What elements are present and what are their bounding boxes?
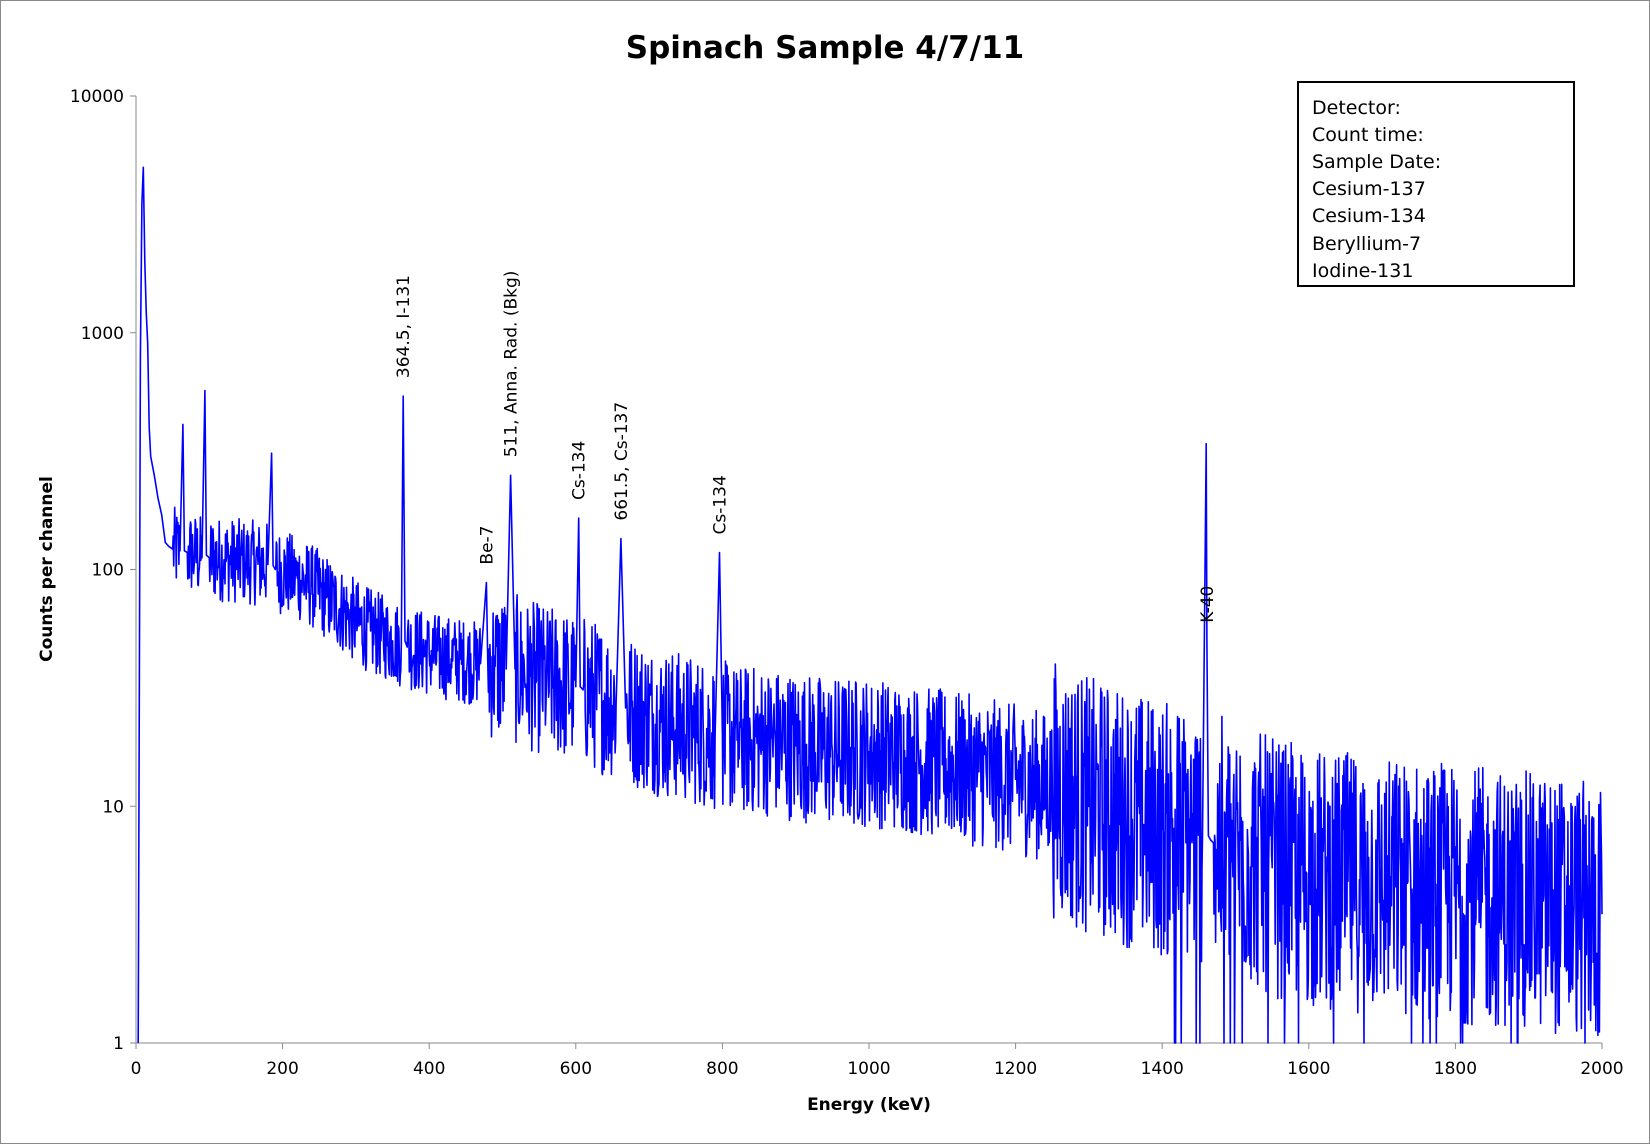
legend-line-beryllium-7: Beryllium-7	[1312, 233, 1421, 255]
chart-title: Spinach Sample 4/7/11	[626, 30, 1024, 66]
legend-line-cesium-137: Cesium-137	[1312, 178, 1426, 200]
y-tick-label: 1	[113, 1034, 124, 1054]
x-axis-title: Energy (keV)	[807, 1095, 931, 1115]
peak-label: 661.5, Cs-137	[612, 402, 632, 521]
legend-line-sample-date: Sample Date:	[1312, 151, 1441, 173]
x-tick-label: 0	[131, 1059, 142, 1079]
legend-box: Detector: Count time: Sample Date: Cesiu…	[1297, 81, 1575, 287]
x-tick-label: 1000	[847, 1059, 890, 1079]
x-axis-ticks: 0 200 400 600 800 1000 1200 1400 1600 1800 2000	[131, 1043, 1624, 1079]
x-tick-label: 2000	[1580, 1059, 1623, 1079]
peak-label: 364.5, I-131	[394, 275, 414, 378]
legend-line-cesium-134: Cesium-134	[1312, 205, 1426, 227]
x-tick-label: 200	[266, 1059, 298, 1079]
legend-line-iodine-131: Iodine-131	[1312, 260, 1413, 282]
y-axis-ticks: 1 10 100 1000 10000	[70, 87, 136, 1054]
legend-border	[1297, 81, 1575, 287]
y-tick-label: 10000	[70, 87, 124, 107]
legend-line-count-time: Count time:	[1312, 124, 1424, 146]
x-tick-label: 600	[560, 1059, 592, 1079]
series-layer	[137, 166, 1603, 1044]
x-tick-label: 800	[706, 1059, 738, 1079]
y-tick-label: 1000	[81, 324, 124, 344]
x-tick-label: 400	[413, 1059, 445, 1079]
peak-label: 511, Anna. Rad. (Bkg)	[502, 271, 522, 458]
peak-annotations: 364.5, I-131 Be-7 511, Anna. Rad. (Bkg) Cs-…	[394, 271, 1218, 623]
peak-label: Be-7	[477, 526, 497, 565]
spectrum-series-line	[137, 166, 1603, 1044]
x-tick-label: 1200	[994, 1059, 1037, 1079]
legend-line-detector: Detector:	[1312, 97, 1401, 119]
y-tick-label: 10	[102, 797, 124, 817]
x-tick-label: 1400	[1141, 1059, 1184, 1079]
peak-label: Cs-134	[570, 441, 590, 500]
y-axis-title: Counts per channel	[37, 476, 57, 662]
y-tick-label: 100	[92, 561, 124, 581]
peak-label: K-40	[1198, 586, 1218, 623]
peak-label: Cs-134	[711, 475, 731, 534]
x-tick-label: 1800	[1434, 1059, 1477, 1079]
x-tick-label: 1600	[1287, 1059, 1330, 1079]
